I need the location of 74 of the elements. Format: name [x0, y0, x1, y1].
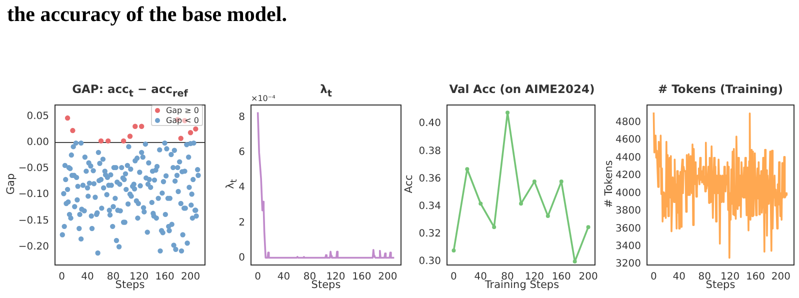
y-tick-label: 4800 [616, 116, 641, 128]
chart-title: Val Acc (on AIME2024) [448, 82, 596, 96]
x-tick-label: 40 [277, 272, 290, 283]
point [132, 124, 138, 129]
point [64, 115, 70, 121]
y-tick-label: 0.36 [418, 173, 441, 184]
y-tick-label: 3200 [616, 258, 641, 270]
y-tick-label: −0.05 [18, 163, 49, 174]
x-tick-label: 160 [155, 272, 174, 283]
x-tick-label: 40 [474, 272, 488, 283]
y-tick-label: −0.10 [18, 189, 49, 200]
y-tick-label: 0.40 [418, 118, 441, 130]
y-tick-label: 0.00 [26, 137, 49, 148]
y-tick-label: 0.32 [418, 228, 441, 240]
x-tick-label: 160 [746, 272, 766, 283]
y-tick-label: 4200 [616, 170, 641, 182]
y-tick-label: 3600 [616, 223, 641, 234]
x-tick-label: 0 [254, 272, 262, 283]
x-tick-label: 200 [378, 272, 398, 283]
y-tick-label: 3800 [616, 206, 641, 217]
x-tick-label: 0 [58, 272, 65, 283]
y-tick-label: 2 [238, 217, 245, 228]
y-tick-label: 8 [238, 112, 245, 124]
x-tick-label: 0 [650, 272, 657, 283]
text: the accuracy of the base model. [7, 2, 287, 27]
legend-label: Gap ≥ 0 [166, 106, 199, 116]
y-tick-label: −0.15 [18, 215, 49, 226]
chart-title: GAP: acc$_{t}$ − acc$_{ref}$ [71, 82, 189, 100]
y-axis-title: Acc [403, 174, 416, 194]
point [452, 248, 456, 253]
y-tick-label: −0.20 [18, 241, 49, 252]
point [120, 138, 126, 144]
y-tick-label: 0.34 [418, 200, 441, 212]
point [193, 126, 198, 132]
chart-title: # Tokens (Training) [656, 82, 784, 96]
x-tick-label: 200 [578, 272, 598, 283]
y-tick-label: 4000 [616, 188, 641, 199]
point [98, 138, 104, 144]
y-axis-title: Gap [5, 173, 17, 195]
x-tick-label: 200 [771, 272, 790, 283]
point [506, 110, 510, 115]
point [559, 180, 564, 184]
x-tick-label: 40 [81, 272, 94, 283]
point [138, 124, 144, 129]
text: ×10⁻⁴ [251, 94, 276, 103]
x-tick-label: 0 [450, 272, 457, 283]
y-tick-label: 4 [238, 182, 245, 194]
y-tick-label: 0.38 [418, 146, 441, 157]
y-tick-label: 4400 [616, 152, 641, 164]
point [178, 136, 184, 141]
chart-title: λ$_{t}$ [320, 82, 332, 100]
legend-label: Gap < 0 [166, 116, 199, 125]
x-tick-label: 160 [552, 272, 571, 283]
x-tick-label: 40 [672, 272, 686, 283]
point [492, 225, 496, 230]
point [572, 260, 577, 264]
y-tick-label: 0.30 [418, 256, 441, 268]
y-tick-label: 3400 [616, 240, 641, 252]
point [586, 225, 590, 230]
point [127, 134, 133, 139]
point [188, 130, 194, 136]
point [465, 167, 470, 172]
point [478, 202, 483, 206]
y-tick-label: 6 [238, 147, 245, 158]
x-tick-label: 200 [180, 272, 200, 283]
y-tick-label: 0 [238, 252, 245, 264]
point [546, 214, 550, 218]
point [106, 138, 111, 144]
point [519, 202, 523, 206]
x-tick-label: 160 [352, 272, 372, 283]
y-tick-label: 0.05 [26, 111, 49, 122]
y-axis-title: # Tokens [603, 160, 616, 208]
y-tick-label: 4600 [616, 134, 641, 146]
point [70, 128, 76, 134]
